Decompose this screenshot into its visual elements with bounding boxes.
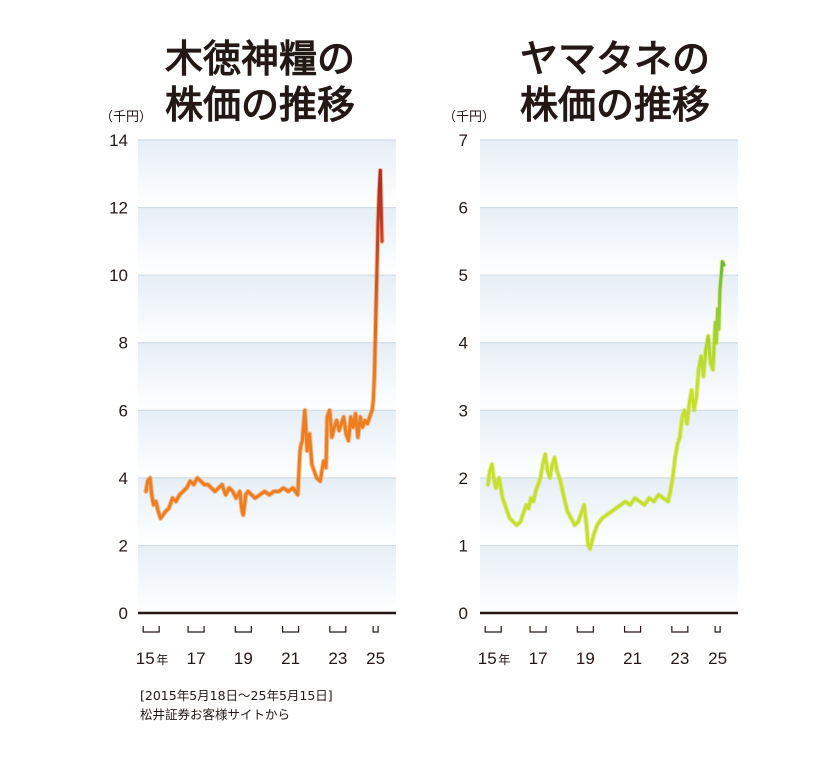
x-tick-bracket xyxy=(372,626,379,633)
date-range-note: [2015年5月18日〜25年5月15日] xyxy=(140,688,333,703)
x-tick-label: 19 xyxy=(576,649,595,668)
grid-band xyxy=(480,140,738,208)
grid-band xyxy=(480,207,738,276)
y-tick-label: 14 xyxy=(109,131,128,150)
y-unit-label: （千円） xyxy=(100,110,153,125)
chart-title-line: ヤマタネの xyxy=(519,37,710,81)
y-tick-label: 2 xyxy=(119,536,128,555)
y-tick-label: 6 xyxy=(119,401,128,420)
x-tick-label: 17 xyxy=(187,649,206,668)
grid-band xyxy=(138,207,396,276)
chart-title-line: 株価の推移 xyxy=(164,83,355,127)
grid-band xyxy=(138,342,396,411)
y-tick-label: 6 xyxy=(459,199,468,218)
x-tick-suffix: 年 xyxy=(498,653,510,667)
chart-title-kitoku: 木徳神糧の 株価の推移 xyxy=(150,36,370,128)
x-tick-label: 23 xyxy=(670,649,689,668)
chart-title-line: 木徳神糧の xyxy=(164,37,355,81)
chart-title-line: 株価の推移 xyxy=(519,83,710,127)
grid-band xyxy=(138,477,396,546)
x-tick-suffix: 年 xyxy=(156,653,168,667)
y-tick-label: 12 xyxy=(109,199,128,218)
y-tick-label: 7 xyxy=(459,131,468,150)
x-tick-bracket xyxy=(329,626,347,633)
chart-title-yamatane: ヤマタネの 株価の推移 xyxy=(495,36,735,128)
grid-band xyxy=(480,275,738,343)
x-tick-label: 21 xyxy=(623,649,642,668)
x-tick-label: 15 xyxy=(136,649,155,668)
series-line xyxy=(144,168,384,520)
y-tick-label: 0 xyxy=(459,604,468,623)
x-tick-label: 25 xyxy=(708,649,727,668)
x-tick-label: 23 xyxy=(328,649,347,668)
x-tick-label: 15 xyxy=(478,649,497,668)
y-tick-label: 3 xyxy=(459,401,468,420)
y-tick-label: 8 xyxy=(119,334,128,353)
source-note: 松井証券お客様サイトから xyxy=(140,707,291,722)
x-tick-bracket xyxy=(484,626,502,633)
footnote: [2015年5月18日〜25年5月15日] 松井証券お客様サイトから xyxy=(140,686,333,724)
x-tick-bracket xyxy=(142,626,160,633)
grid-band xyxy=(480,410,738,478)
series-line xyxy=(486,260,726,551)
y-unit-label: （千円） xyxy=(443,110,496,125)
x-tick-bracket xyxy=(576,626,594,633)
grid-band xyxy=(138,545,396,613)
chart-kitoku: 0 2 4 6 8 10 12 14 15 年 17 19 21 23 25 xyxy=(109,131,396,668)
grid-band xyxy=(480,545,738,613)
x-tick-label: 19 xyxy=(234,649,253,668)
y-tick-label: 5 xyxy=(459,266,468,285)
x-tick-bracket xyxy=(234,626,252,633)
x-tick-bracket xyxy=(714,626,721,633)
grid-band xyxy=(138,275,396,343)
y-tick-label: 4 xyxy=(459,334,468,353)
y-tick-label: 0 xyxy=(119,604,128,623)
y-tick-label: 1 xyxy=(459,536,468,555)
y-tick-label: 2 xyxy=(459,469,468,488)
y-tick-label: 4 xyxy=(119,469,128,488)
x-tick-bracket xyxy=(623,626,642,633)
x-tick-bracket xyxy=(529,626,547,633)
x-tick-bracket xyxy=(187,626,205,633)
x-tick-label: 25 xyxy=(366,649,385,668)
x-tick-label: 17 xyxy=(529,649,548,668)
y-tick-label: 10 xyxy=(109,266,128,285)
x-tick-label: 21 xyxy=(281,649,300,668)
grid-band xyxy=(138,140,396,208)
x-tick-bracket xyxy=(671,626,689,633)
x-tick-bracket xyxy=(281,626,300,633)
